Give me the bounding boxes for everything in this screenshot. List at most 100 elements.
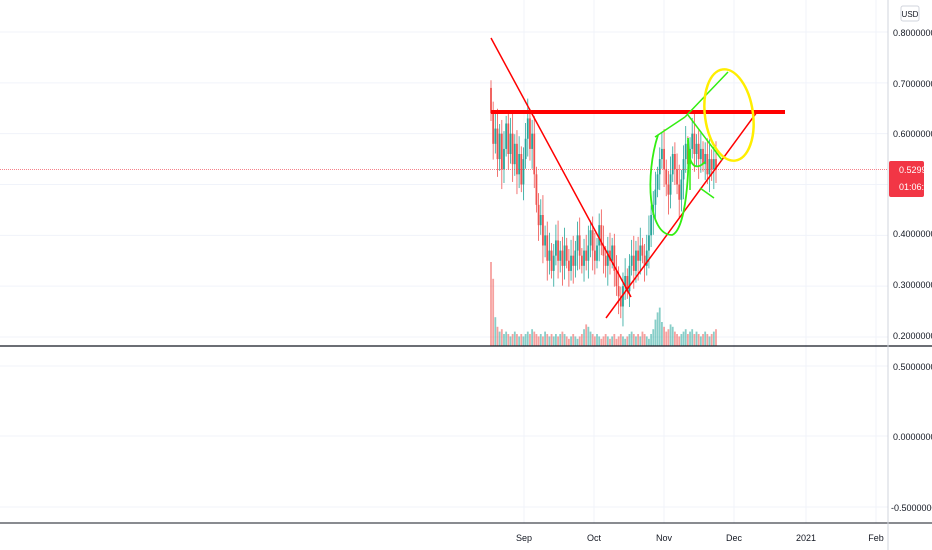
volume-bar	[572, 334, 575, 346]
volume-bar	[609, 338, 611, 346]
time-tick: Feb	[868, 533, 884, 543]
volume-bar	[671, 326, 674, 346]
candle-body	[615, 270, 618, 287]
candle-body	[557, 240, 559, 261]
currency-button[interactable]: USD	[900, 5, 920, 22]
candle-body	[542, 215, 544, 246]
ascending-trendline	[605, 111, 758, 319]
candle-body	[602, 245, 605, 256]
candle-body	[572, 255, 575, 266]
candle-body	[606, 250, 609, 266]
candle-body	[704, 154, 707, 165]
candle-body	[680, 179, 683, 200]
candle-body	[600, 225, 603, 246]
candle-body	[639, 245, 642, 261]
target-ellipse	[703, 68, 755, 162]
candle-body	[619, 296, 622, 307]
candle-body	[505, 123, 508, 149]
price-tick: 0.60000000	[893, 129, 932, 139]
volume-bar	[520, 334, 523, 346]
volume-bar	[635, 336, 637, 346]
candle-body	[635, 250, 637, 271]
current-price-value: 0.52990793	[899, 165, 932, 175]
candle-body	[663, 148, 665, 170]
candle-body	[708, 159, 711, 175]
volume-bar	[591, 334, 594, 346]
volume-bar	[492, 278, 495, 346]
candle-body	[658, 159, 661, 175]
candle-body	[678, 184, 681, 200]
candle-body	[509, 133, 512, 154]
candle-body	[533, 133, 536, 175]
volume-bar	[518, 336, 521, 346]
volume-bar	[678, 336, 681, 346]
volume-bar	[613, 334, 616, 346]
volume-bar	[550, 334, 553, 346]
volume-bar	[555, 334, 557, 346]
candles[interactable]	[490, 80, 717, 327]
candle-body	[524, 138, 527, 160]
candle-body	[513, 143, 516, 165]
time-axis[interactable]: Sep Oct Nov Dec 2021 Feb	[516, 533, 884, 543]
candle-body	[563, 245, 566, 266]
volume-bar	[656, 312, 659, 346]
price-axis[interactable]: 0.80000000 0.70000000 0.60000000 0.40000…	[893, 28, 932, 341]
volume-bar	[587, 326, 590, 346]
candle-body	[628, 265, 631, 292]
channel-line	[654, 116, 686, 138]
candle-body	[555, 240, 557, 256]
candle-body	[632, 255, 635, 271]
countdown-timer: 01:06:41	[899, 182, 932, 192]
candle-body	[583, 250, 585, 266]
volume-bar	[516, 334, 518, 346]
volume-bar	[676, 334, 678, 346]
time-tick: Nov	[656, 533, 673, 543]
volume-bar	[684, 329, 687, 346]
volume-bar	[548, 336, 551, 346]
volume-bar	[680, 334, 683, 346]
trend-drawings[interactable]	[490, 37, 785, 319]
volume-bar	[585, 324, 588, 346]
candle-body	[643, 255, 646, 266]
volume-bar	[658, 307, 661, 346]
volume-bar	[715, 329, 717, 346]
volume-bar	[689, 331, 691, 346]
volume-bar	[712, 331, 715, 346]
candle-body	[559, 250, 562, 261]
volume-bar	[559, 334, 562, 346]
candle-body	[500, 133, 503, 170]
time-tick: 2021	[796, 533, 816, 543]
volume-bar	[611, 336, 614, 346]
candle-body	[710, 159, 713, 170]
volume-bar	[697, 334, 700, 346]
candle-body	[715, 159, 717, 170]
candle-body	[699, 148, 702, 160]
candle-body	[516, 143, 518, 175]
candle-body	[691, 133, 694, 149]
volume-bar	[533, 331, 536, 346]
candle-body	[712, 159, 715, 170]
candle-body	[561, 250, 564, 266]
volume-bar	[500, 329, 503, 346]
volume-bar	[574, 336, 577, 346]
volume-bar	[505, 331, 508, 346]
candle-body	[548, 250, 551, 261]
volume-bar	[632, 334, 635, 346]
volume-bar	[669, 324, 672, 346]
candle-body	[667, 184, 670, 195]
indicator-axis[interactable]: 0.50000000 0.00000000 -0.50000000	[891, 362, 932, 513]
candle-body	[522, 159, 525, 185]
indicator-tick: 0.50000000	[893, 362, 932, 372]
indicator-tick: -0.50000000	[891, 503, 932, 513]
volume-bar	[652, 329, 655, 346]
channel-line	[699, 187, 715, 199]
candle-body	[580, 255, 583, 266]
candle-body	[498, 133, 501, 160]
volume-bar	[604, 334, 607, 346]
volume-bar	[639, 336, 642, 346]
volume-bar	[570, 336, 572, 346]
cup-shape	[649, 134, 690, 236]
candle-body	[531, 133, 534, 149]
volume-bars	[490, 262, 717, 346]
